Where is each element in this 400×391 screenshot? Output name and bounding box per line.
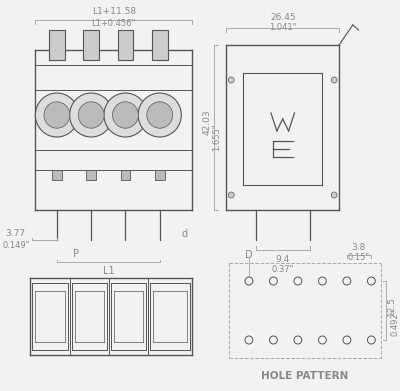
Bar — [52, 170, 62, 180]
Text: 3.8: 3.8 — [352, 242, 366, 251]
Circle shape — [147, 102, 173, 128]
Circle shape — [78, 102, 104, 128]
Circle shape — [44, 102, 70, 128]
Circle shape — [138, 93, 181, 137]
Text: 0.492": 0.492" — [390, 309, 399, 336]
Bar — [120, 170, 130, 180]
Bar — [49, 30, 65, 60]
Bar — [155, 170, 165, 180]
Circle shape — [104, 93, 147, 137]
Bar — [152, 30, 168, 60]
Text: 12.5: 12.5 — [388, 296, 396, 316]
Circle shape — [331, 77, 337, 83]
Text: 42.03: 42.03 — [202, 110, 211, 135]
Text: d: d — [181, 229, 187, 239]
Circle shape — [35, 93, 78, 137]
Text: 0.37": 0.37" — [271, 265, 294, 274]
Circle shape — [70, 93, 113, 137]
Text: P: P — [74, 249, 80, 259]
Bar — [118, 30, 133, 60]
Circle shape — [112, 102, 138, 128]
Text: 0.149": 0.149" — [2, 240, 30, 249]
Text: 26.45: 26.45 — [270, 13, 296, 22]
Text: 9.4: 9.4 — [275, 255, 289, 264]
Text: HOLE PATTERN: HOLE PATTERN — [261, 371, 348, 381]
Text: L1+0.456": L1+0.456" — [92, 18, 136, 27]
Bar — [83, 30, 99, 60]
Text: L1+11.58: L1+11.58 — [92, 7, 136, 16]
Text: 1.655": 1.655" — [212, 124, 221, 151]
Circle shape — [228, 77, 234, 83]
Text: 3.77: 3.77 — [6, 230, 26, 239]
Text: L1: L1 — [103, 266, 115, 276]
Text: 1.041": 1.041" — [269, 23, 296, 32]
Text: 0.15": 0.15" — [348, 253, 370, 262]
Bar — [86, 170, 96, 180]
Circle shape — [228, 192, 234, 198]
Text: D: D — [245, 250, 253, 260]
Circle shape — [331, 192, 337, 198]
